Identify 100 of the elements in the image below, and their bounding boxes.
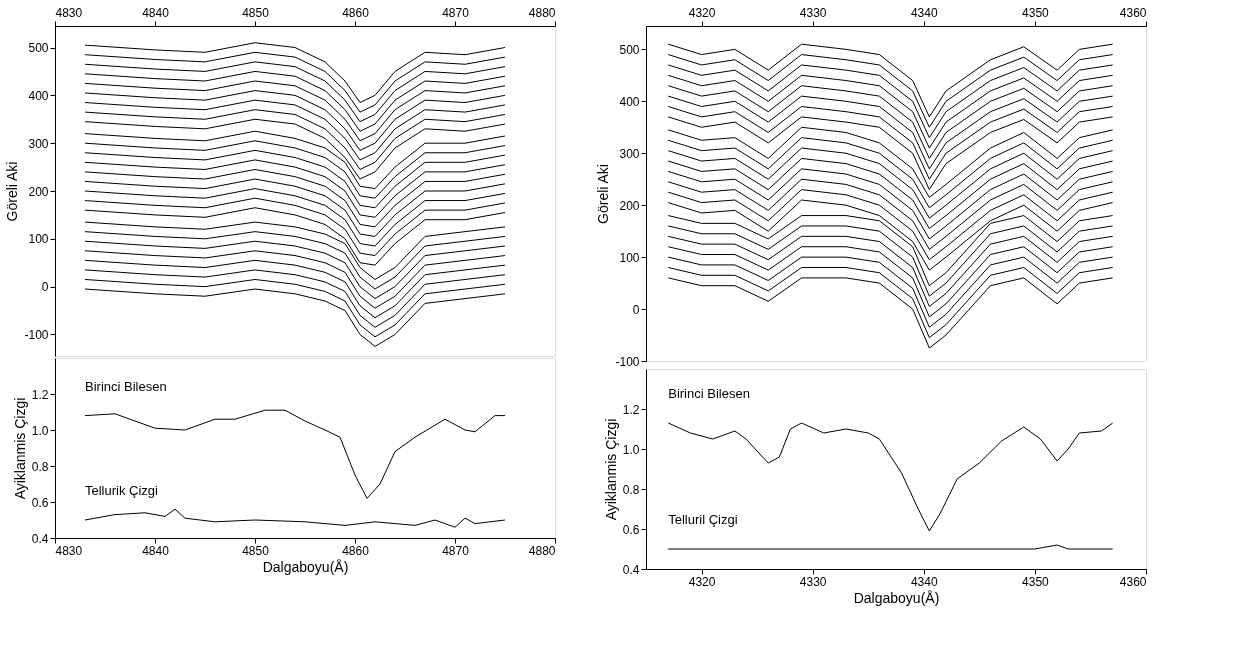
line-series (667, 85, 1114, 159)
line-series (667, 116, 1114, 191)
x-tick-label: 4360 (1119, 574, 1147, 589)
y-tick-label: 0.4 (31, 531, 49, 546)
line-series (667, 235, 1114, 307)
x-tick-label: 4360 (1119, 5, 1147, 20)
line-series (84, 149, 506, 209)
y-tick-label: 0.8 (31, 459, 49, 474)
y-tick-label: 1.0 (622, 442, 640, 457)
line-series (84, 250, 506, 309)
line-series (84, 80, 506, 142)
line-series (667, 106, 1114, 180)
x-tick-label: 4880 (528, 543, 556, 558)
x-tick-label: 4320 (688, 5, 716, 20)
y-tick-label: 300 (28, 136, 49, 151)
y-tick-label: -100 (24, 327, 49, 342)
line-series (84, 278, 506, 338)
line-series (667, 64, 1114, 139)
y-axis-title: Göreli Aki (595, 164, 612, 224)
line-series (84, 178, 506, 237)
line-series (84, 109, 506, 170)
y-tick-label: -100 (615, 354, 640, 369)
line-series (84, 188, 506, 247)
line-series (667, 95, 1114, 170)
line-series (84, 288, 506, 347)
series-label: Telluril Çizgi (668, 512, 738, 527)
x-tick-label: 4350 (1022, 5, 1050, 20)
line-series (667, 168, 1114, 240)
line-series (667, 225, 1114, 297)
line-series (84, 90, 506, 151)
line-series (84, 508, 506, 528)
x-tick-label: 4330 (799, 574, 827, 589)
x-tick-label: 4840 (142, 5, 170, 20)
line-series (84, 168, 506, 228)
line-series (84, 409, 506, 499)
y-tick-label: 0 (41, 280, 49, 295)
y-tick-label: 400 (619, 94, 640, 109)
x-tick-label: 4870 (442, 543, 470, 558)
x-tick-label: 4350 (1022, 574, 1050, 589)
x-tick-label: 4830 (55, 543, 83, 558)
y-tick-label: 0.6 (622, 522, 640, 537)
x-tick-label: 4320 (688, 574, 716, 589)
line-series (667, 256, 1114, 328)
line-series (84, 269, 506, 328)
line-series (667, 189, 1114, 261)
series-label: Birinci Bilesen (668, 386, 750, 401)
x-tick-label: 4340 (910, 5, 938, 20)
y-tick-label: 100 (28, 232, 49, 247)
y-tick-label: 300 (619, 146, 640, 161)
x-tick-label: 4850 (242, 543, 270, 558)
y-tick-label: 1.0 (31, 423, 49, 438)
line-series (667, 74, 1114, 149)
line-series (84, 99, 506, 161)
y-tick-label: 0 (632, 302, 640, 317)
line-series (667, 147, 1114, 219)
line-series (84, 61, 506, 123)
y-tick-label: 1.2 (622, 402, 640, 417)
line-series (84, 70, 506, 132)
y-tick-label: 200 (619, 198, 640, 213)
x-tick-label: 4330 (799, 5, 827, 20)
x-tick-label: 4830 (55, 5, 83, 20)
line-series (667, 178, 1114, 250)
y-tick-label: 200 (28, 184, 49, 199)
x-tick-label: 4860 (342, 5, 370, 20)
y-tick-label: 400 (28, 88, 49, 103)
x-axis-title: Dalgaboyu(Å) (262, 558, 349, 575)
line-series (84, 159, 506, 218)
y-tick-label: 0.4 (622, 562, 640, 577)
x-tick-label: 4340 (910, 574, 938, 589)
line-series (667, 157, 1114, 230)
line-series (84, 140, 506, 199)
line-series (667, 422, 1114, 532)
line-series (667, 43, 1114, 118)
x-tick-label: 4880 (528, 5, 556, 20)
y-tick-label: 1.2 (31, 387, 49, 402)
line-series (667, 267, 1114, 339)
line-series (84, 231, 506, 290)
y-tick-label: 0.8 (622, 482, 640, 497)
line-series (84, 240, 506, 300)
x-tick-label: 4870 (442, 5, 470, 20)
y-tick-label: 100 (619, 250, 640, 265)
x-tick-label: 4840 (142, 543, 170, 558)
line-series (667, 137, 1114, 209)
y-axis-title: Göreli Aki (4, 161, 21, 222)
line-series (84, 42, 506, 104)
x-tick-label: 4850 (242, 5, 270, 20)
y-axis-title: Ayiklanmis Çizgi (11, 397, 28, 500)
line-series (667, 246, 1114, 318)
y-axis-title: Ayiklanmis Çizgi (602, 418, 619, 521)
x-axis-title: Dalgaboyu(Å) (853, 589, 940, 606)
y-tick-label: 500 (619, 42, 640, 57)
y-tick-label: 500 (28, 41, 49, 56)
line-series (667, 126, 1114, 198)
line-series (84, 259, 506, 319)
y-tick-label: 0.6 (31, 495, 49, 510)
x-tick-label: 4860 (342, 543, 370, 558)
line-series (84, 197, 506, 257)
series-label: Birinci Bilesen (85, 378, 167, 394)
line-series (667, 277, 1114, 349)
series-label: Tellurik Çizgi (85, 483, 159, 498)
